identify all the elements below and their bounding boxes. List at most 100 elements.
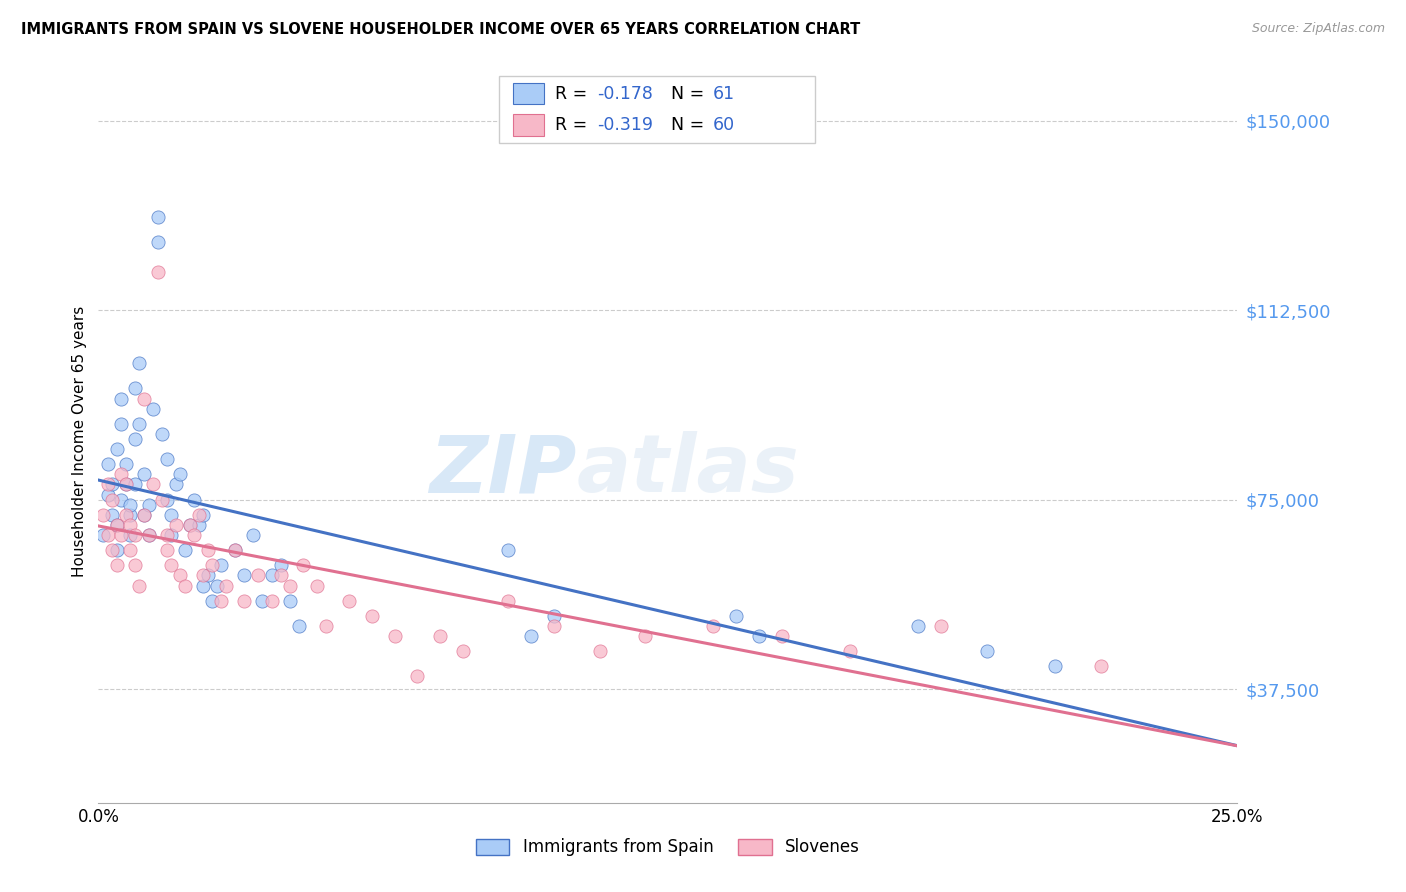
Point (201, 593, 224, 607)
Point (101, 477, 124, 491)
Point (156, 492, 179, 507)
Point (183, 492, 205, 507)
Point (224, 543, 246, 558)
Point (105, 442, 128, 456)
Point (209, 593, 232, 607)
Point (360, 608, 382, 623)
Point (169, 467, 191, 482)
Text: -0.319: -0.319 (598, 116, 654, 134)
Point (132, 467, 155, 482)
Point (142, 477, 165, 491)
Point (105, 517, 128, 532)
Point (128, 356, 150, 370)
Point (224, 543, 246, 558)
Point (242, 528, 264, 542)
Point (146, 235, 169, 249)
Point (770, 629, 793, 643)
Point (307, 578, 329, 592)
Point (337, 593, 360, 607)
Point (498, 543, 520, 558)
Point (156, 452, 179, 467)
Point (132, 508, 155, 522)
Point (105, 517, 128, 532)
Point (406, 669, 429, 683)
Point (498, 593, 520, 607)
Text: R =: R = (555, 116, 593, 134)
Point (278, 578, 301, 592)
Point (183, 528, 205, 542)
Point (384, 629, 406, 643)
Point (634, 629, 657, 643)
Text: Source: ZipAtlas.com: Source: ZipAtlas.com (1251, 22, 1385, 36)
Point (260, 568, 283, 582)
Point (197, 568, 219, 582)
Point (179, 517, 201, 532)
Point (150, 427, 173, 442)
Point (120, 543, 142, 558)
Point (128, 417, 150, 431)
Point (160, 508, 183, 522)
Point (124, 432, 146, 446)
Point (114, 477, 136, 491)
Point (110, 528, 132, 542)
Point (124, 477, 146, 491)
Point (156, 528, 179, 542)
Point (174, 543, 197, 558)
Point (160, 528, 183, 542)
Text: -0.178: -0.178 (598, 85, 654, 103)
Point (205, 578, 228, 592)
Text: N =: N = (671, 116, 710, 134)
Point (451, 644, 474, 658)
Point (270, 558, 292, 573)
Point (110, 417, 132, 431)
Point (146, 210, 169, 224)
Point (215, 578, 238, 592)
Point (193, 508, 215, 522)
Point (120, 498, 142, 512)
Point (929, 619, 952, 633)
Point (197, 543, 219, 558)
Point (278, 593, 301, 607)
Point (110, 392, 132, 406)
Point (132, 392, 155, 406)
Point (976, 644, 998, 658)
Point (124, 528, 146, 542)
Text: atlas: atlas (576, 432, 800, 509)
Point (101, 492, 124, 507)
Point (169, 568, 191, 582)
Point (233, 593, 256, 607)
Point (124, 382, 146, 396)
Text: 60: 60 (713, 116, 735, 134)
Point (429, 629, 451, 643)
Point (748, 629, 770, 643)
Point (543, 619, 565, 633)
Point (150, 492, 173, 507)
Point (96, 487, 118, 501)
Point (138, 528, 160, 542)
Point (270, 568, 292, 582)
Point (156, 543, 179, 558)
Point (110, 467, 132, 482)
Point (124, 558, 146, 573)
Text: N =: N = (671, 85, 710, 103)
Point (907, 619, 929, 633)
Point (128, 578, 150, 592)
Point (1090, 659, 1112, 673)
Point (165, 517, 187, 532)
Point (114, 508, 136, 522)
Y-axis label: Householder Income Over 65 years: Householder Income Over 65 years (72, 306, 87, 577)
Point (288, 619, 311, 633)
Point (96, 477, 118, 491)
Legend: Immigrants from Spain, Slovenes: Immigrants from Spain, Slovenes (470, 831, 866, 863)
Point (839, 644, 862, 658)
Point (96, 457, 118, 471)
Point (179, 517, 201, 532)
Point (165, 477, 187, 491)
Point (193, 568, 215, 582)
Point (187, 508, 209, 522)
Point (120, 508, 142, 522)
Point (246, 568, 269, 582)
Point (120, 528, 142, 542)
Point (588, 644, 610, 658)
Point (110, 492, 132, 507)
